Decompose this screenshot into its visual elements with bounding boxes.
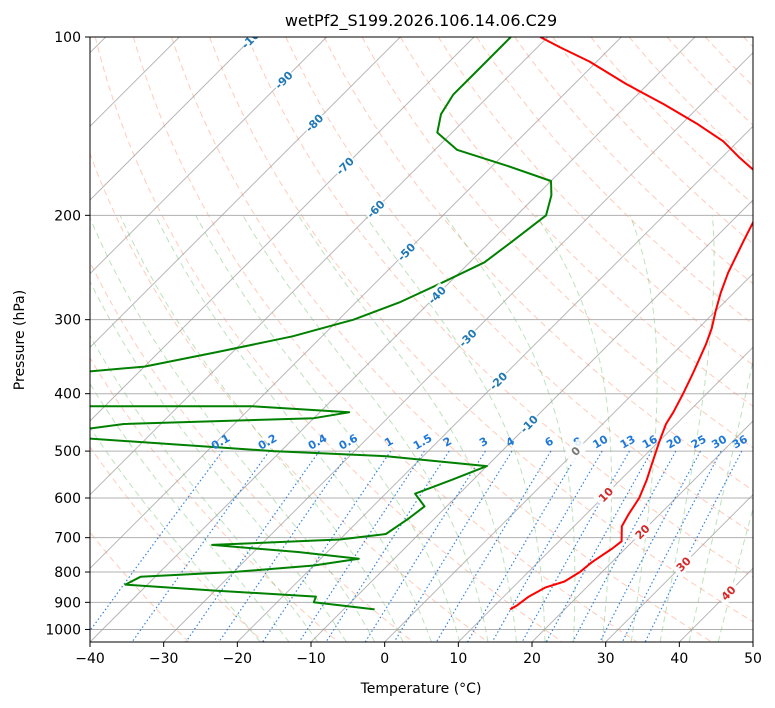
y-tick-label: 900: [54, 595, 81, 611]
moist-adiabat: [629, 215, 658, 642]
mixing-ratio-line: [393, 450, 513, 642]
moist-adiabat: [535, 215, 613, 642]
moist-adiabat: [195, 215, 461, 642]
isotherm-gridline: [457, 346, 753, 642]
isotherm-gridline: [90, 37, 549, 496]
isotherm-label-bg: [715, 580, 742, 606]
y-tick-label: 600: [54, 491, 81, 507]
temperature-profile: [509, 37, 753, 611]
background-lines: [90, 37, 753, 642]
profile-lines: [90, 37, 753, 611]
dry-adiabat: [90, 152, 488, 642]
moist-adiabat: [444, 215, 576, 642]
moist-adiabat: [119, 215, 404, 642]
axis-ticks: −40 −30 −20 −10 0 10 20 30 40 50 100 200 300 400 500 60…: [45, 30, 762, 667]
x-tick-label: −20: [223, 651, 253, 667]
mixing-ratio-line: [521, 450, 631, 642]
y-tick-label: 700: [54, 531, 81, 547]
isotherm-label-bg: [332, 153, 358, 179]
plot-frame: [89, 36, 754, 643]
isotherm-gridline: [90, 37, 254, 201]
dewpoint-profile: [90, 37, 553, 611]
y-tick-label: 800: [54, 565, 81, 581]
isotherm-gridline: [90, 37, 328, 275]
moist-adiabat: [90, 334, 319, 642]
dry-adiabat: [285, 37, 753, 534]
y-axis-label: Pressure (hPa): [12, 290, 28, 390]
isotherm-label-bg: [301, 110, 328, 136]
isotherm-label-bg: [562, 438, 589, 464]
mixing-ratio-line: [491, 450, 603, 642]
x-tick-label: 10: [449, 651, 467, 667]
moist-adiabat: [364, 215, 546, 642]
x-tick-label: 20: [523, 651, 541, 667]
isotherm-label-bg: [629, 519, 656, 545]
dry-adiabat: [90, 446, 264, 642]
y-tick-label: 500: [54, 444, 81, 460]
isotherm-label-bg: [593, 481, 619, 508]
moist-adiabat: [90, 280, 347, 642]
y-tick-label: 1000: [45, 622, 81, 638]
isotherm-label-bg: [270, 67, 297, 93]
dry-adiabat: [247, 37, 753, 578]
y-tick-label: 400: [54, 387, 81, 403]
isotherm-label-bg: [424, 282, 450, 308]
x-axis-label: Temperature (°C): [360, 681, 482, 697]
dry-adiabat: [552, 37, 753, 245]
dry-adiabat: [90, 531, 190, 642]
dry-adiabat: [514, 37, 753, 285]
isotherm-label-bg: [362, 196, 389, 222]
dry-adiabat: [590, 37, 753, 205]
isotherm-label-bg: [393, 239, 420, 265]
moist-adiabat: [90, 426, 261, 642]
x-tick-label: 0: [380, 651, 389, 667]
isotherm-label-bg: [485, 368, 512, 394]
chart-title: wetPf2_S199.2026.106.14.06.C29: [285, 11, 557, 31]
isotherm-gridline: [90, 37, 622, 570]
x-tick-label: −10: [296, 651, 326, 667]
isotherm-gridline: [90, 37, 696, 642]
isotherm-gridline: [605, 493, 753, 642]
mixing-ratio-line: [572, 450, 677, 642]
x-tick-label: −40: [75, 651, 105, 667]
dry-adiabat: [437, 37, 753, 366]
moist-adiabat: [90, 382, 290, 642]
isotherm-label-bg: [454, 325, 481, 351]
isotherm-gridline: [90, 37, 401, 349]
isotherm-gridline: [90, 37, 475, 422]
mixing-ratio-line: [218, 450, 351, 642]
dry-adiabat: [171, 37, 712, 642]
moist-adiabat: [659, 215, 715, 642]
dry-adiabat: [132, 37, 638, 642]
x-tick-label: 30: [597, 651, 615, 667]
dry-adiabat: [209, 37, 753, 623]
x-tick-label: −30: [149, 651, 179, 667]
isotherm-gridline: [236, 125, 753, 642]
isotherm-gridline: [384, 272, 753, 642]
dry-adiabat: [399, 37, 753, 407]
x-tick-label: 50: [744, 651, 762, 667]
y-tick-label: 100: [54, 30, 81, 46]
mixing-ratio-line: [262, 450, 392, 642]
moist-adiabat: [90, 216, 376, 642]
isotherm-label-bg: [516, 411, 542, 437]
mixing-ratio-line: [621, 450, 722, 642]
mixing-ratio-line: [298, 450, 425, 642]
isotherm-gridline: [531, 420, 753, 642]
isotherm-label-bg: [240, 37, 266, 50]
isotherm-label-bg: [670, 551, 697, 577]
mixing-ratio-line: [599, 450, 702, 642]
x-tick-label: 40: [670, 651, 688, 667]
isotherm-gridline: [310, 199, 753, 642]
mixing-ratio-line: [90, 450, 223, 632]
y-tick-label: 200: [54, 208, 81, 224]
dry-adiabat: [90, 356, 339, 642]
mixing-ratio-line: [644, 450, 743, 642]
mixing-ratio-line: [185, 450, 320, 642]
y-tick-label: 300: [54, 313, 81, 329]
